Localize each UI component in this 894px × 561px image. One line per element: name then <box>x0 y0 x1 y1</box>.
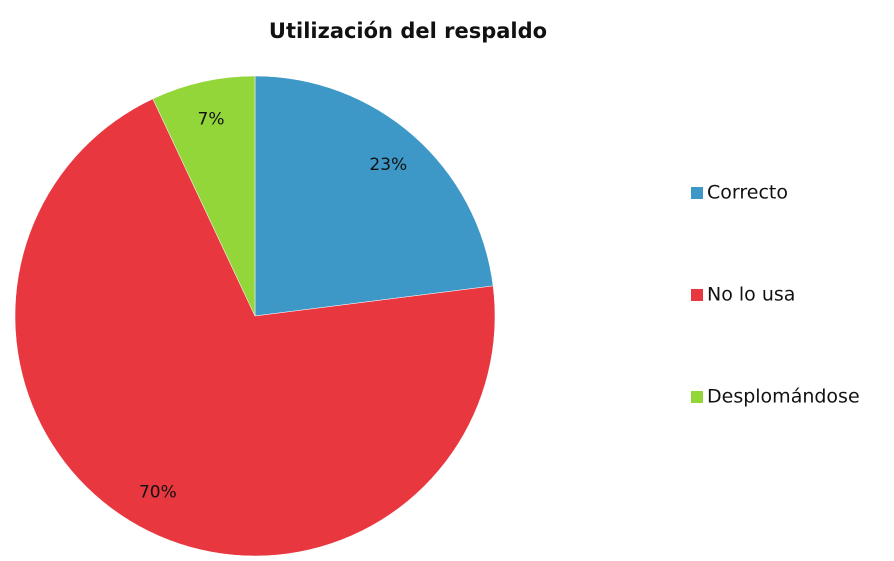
legend-swatch <box>691 187 703 199</box>
legend-swatch <box>691 289 703 301</box>
legend-label: No lo usa <box>707 284 795 306</box>
data-label: 70% <box>139 483 177 503</box>
legend-label: Correcto <box>707 182 788 204</box>
pie-slice <box>254 75 494 317</box>
pie-slice <box>152 75 256 317</box>
legend-label: Desplomándose <box>707 386 860 408</box>
data-label: 7% <box>198 109 225 129</box>
pie-slice <box>14 98 496 557</box>
chart-title: Utilización del respaldo <box>269 19 547 43</box>
data-label: 23% <box>369 155 407 175</box>
legend-swatch <box>691 391 703 403</box>
